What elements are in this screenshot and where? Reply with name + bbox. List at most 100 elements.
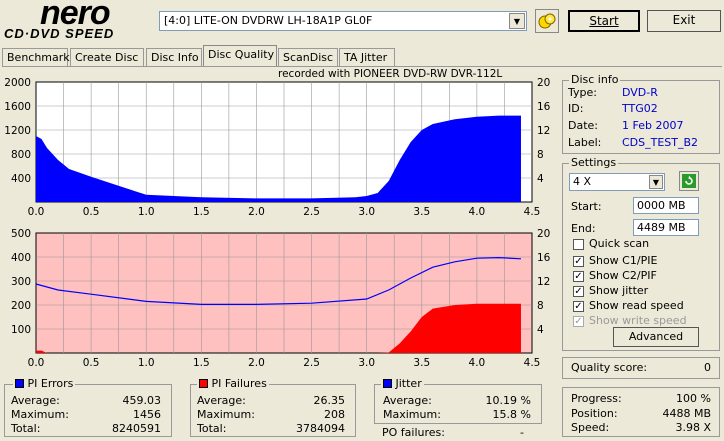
pie-y-left-tick: 400 <box>11 173 31 185</box>
speed-label: Speed: <box>571 421 610 434</box>
pif-x-tick: 4.0 <box>469 357 486 368</box>
jitter-group: Jitter Average: 10.19 % Maximum: 15.8 % <box>374 377 542 424</box>
drive-select[interactable]: [4:0] LITE-ON DVDRW LH-18A1P GL0F ▼ <box>159 11 527 31</box>
chevron-down-icon[interactable]: ▼ <box>509 13 525 29</box>
show-read-speed-label: Show read speed <box>589 299 684 312</box>
pif-x-tick: 2.0 <box>248 357 265 368</box>
exit-button-label: Exit <box>672 13 696 27</box>
disc-type-value: DVD-R <box>622 86 658 99</box>
show-c1-label: Show C1/PIE <box>589 254 658 267</box>
pie-y-right-tick: 20 <box>537 78 550 89</box>
pie-x-tick: 1.5 <box>193 206 210 218</box>
advanced-button-label: Advanced <box>628 330 684 343</box>
settings-title: Settings <box>569 156 619 169</box>
pif-x-tick: 2.5 <box>303 357 320 368</box>
pi-errors-total: 8240591 <box>112 422 161 435</box>
exit-button[interactable]: Exit <box>647 10 721 32</box>
recorded-with-label: recorded with PIONEER DVD-RW DVR-112L <box>278 68 503 80</box>
pie-x-tick: 2.0 <box>248 206 265 218</box>
cd-dvd-speed-logo: CD·DVD SPEED <box>4 26 115 41</box>
progress-group: Progress: 100 % Position: 4488 MB Speed:… <box>562 387 720 437</box>
jitter-max-label: Maximum: <box>383 408 441 421</box>
id-label: ID: <box>568 102 584 115</box>
start-field[interactable]: 0000 MB <box>633 197 699 214</box>
quality-score-label: Quality score: <box>571 361 648 374</box>
show-c2-checkbox[interactable]: ✓ <box>573 271 584 282</box>
speed-value: 3.98 X <box>675 421 711 434</box>
tab-disc-info[interactable]: Disc Info <box>146 48 202 66</box>
pi-failures-max: 208 <box>324 408 345 421</box>
pif-x-tick: 0.5 <box>83 357 100 368</box>
quick-scan-checkbox[interactable] <box>573 239 584 250</box>
disc-label-value: CDS_TEST_B2 <box>622 136 699 149</box>
refresh-icon <box>682 174 696 188</box>
pif-y-right-tick: 20 <box>537 228 550 240</box>
start-label: Start: <box>571 200 602 213</box>
pie-y-right-tick: 4 <box>537 173 544 185</box>
pi-failures-avg: 26.35 <box>313 394 346 407</box>
pif-x-tick: 0.0 <box>28 357 45 368</box>
chevron-down-icon[interactable]: ▼ <box>649 175 663 189</box>
show-read-speed-checkbox[interactable]: ✓ <box>573 301 584 312</box>
tab-scandisc[interactable]: ScanDisc <box>278 48 338 66</box>
pi-failures-title: PI Failures <box>211 377 267 390</box>
pie-y-left-tick: 1600 <box>4 101 31 113</box>
jitter-series <box>35 256 522 305</box>
pi-failures-group: PI Failures Average: 26.35 Maximum: 208 … <box>190 377 356 437</box>
jitter-title-wrap: Jitter <box>381 377 424 390</box>
position-value: 4488 MB <box>662 407 711 420</box>
pif-x-tick: 4.5 <box>524 357 541 368</box>
quality-score-group: Quality score: 0 <box>562 357 720 379</box>
advanced-button[interactable]: Advanced <box>613 327 699 347</box>
pi-failures-avg-label: Average: <box>197 394 246 407</box>
po-failures-value: - <box>520 426 524 439</box>
pif-y-left-tick: 100 <box>11 324 31 336</box>
disc-icon <box>538 13 556 29</box>
pie-x-tick: 0.0 <box>28 206 45 218</box>
tab-disc-quality[interactable]: Disc Quality <box>203 45 277 67</box>
pi-failures-total-label: Total: <box>197 422 227 435</box>
end-field[interactable]: 4489 MB <box>633 219 699 236</box>
tab-create-disc[interactable]: Create Disc <box>70 48 144 66</box>
pif-y-left-tick: 300 <box>11 276 31 288</box>
po-failures-label: PO failures: <box>382 426 445 439</box>
pi-failures-total: 3784094 <box>296 422 345 435</box>
quality-score-value: 0 <box>704 361 711 374</box>
type-label: Type: <box>568 86 597 99</box>
nero-logo: nero <box>40 0 111 32</box>
tab-ta-jitter[interactable]: TA Jitter <box>339 48 395 66</box>
pie-x-tick: 2.5 <box>303 206 320 218</box>
pi-errors-total-label: Total: <box>11 422 41 435</box>
jitter-avg: 10.19 % <box>485 394 531 407</box>
tab-benchmark[interactable]: Benchmark <box>2 48 70 66</box>
pif-y-right-tick: 16 <box>537 252 551 264</box>
eject-button[interactable] <box>535 9 559 33</box>
label-label: Label: <box>568 136 602 149</box>
pie-series <box>36 115 521 202</box>
date-label: Date: <box>568 119 598 132</box>
charts-svg: 400 4 800 8 1200 12 1600 16 2000 20 0.0 0.5 1.0 1.5 2.… <box>4 78 551 368</box>
progress-label: Progress: <box>571 392 622 405</box>
pie-y-left-tick: 1200 <box>4 125 31 137</box>
pif-x-tick: 1.5 <box>193 357 210 368</box>
show-c1-checkbox[interactable]: ✓ <box>573 256 584 267</box>
speed-select[interactable]: 4 X ▼ <box>569 173 665 191</box>
drive-select-value: [4:0] LITE-ON DVDRW LH-18A1P GL0F <box>164 14 373 27</box>
pie-y-left-tick: 2000 <box>4 78 31 89</box>
pif-y-right-tick: 4 <box>537 324 544 336</box>
pif-y-left-tick: 200 <box>11 300 31 312</box>
pi-errors-max: 1456 <box>133 408 161 421</box>
pif-y-right-tick: 8 <box>537 300 544 312</box>
refresh-button[interactable] <box>679 171 699 191</box>
pi-errors-avg-label: Average: <box>11 394 60 407</box>
pie-y-left-tick: 800 <box>11 149 31 161</box>
show-jitter-label: Show jitter <box>589 284 649 297</box>
start-button[interactable]: Start <box>568 10 640 32</box>
settings-group: Settings 4 X ▼ Start: 0000 MB End: 4489 … <box>562 156 720 351</box>
start-button-label: Start <box>589 14 619 28</box>
show-jitter-checkbox[interactable]: ✓ <box>573 286 584 297</box>
show-c2-label: Show C2/PIF <box>589 269 657 282</box>
jitter-title: Jitter <box>395 377 422 390</box>
disc-id-value: TTG02 <box>622 102 658 115</box>
pi-errors-legend-icon <box>15 379 24 388</box>
